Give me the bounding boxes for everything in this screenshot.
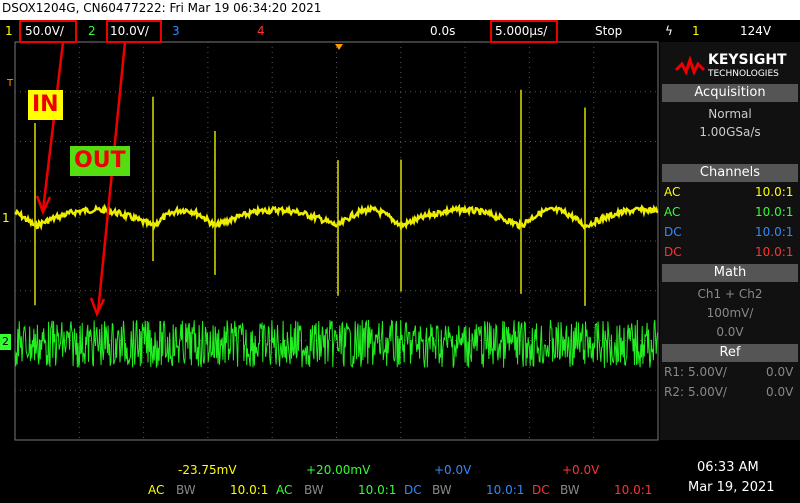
channel-coupling: AC bbox=[664, 185, 681, 199]
annotation-out: OUT bbox=[70, 146, 130, 176]
ch2-label: 2 bbox=[88, 24, 96, 38]
channel-probe: 10.0:1 bbox=[755, 185, 794, 199]
channel-offset: +0.0V bbox=[562, 463, 600, 477]
time-offset: 0.0s bbox=[430, 24, 456, 38]
channel-offset: +20.00mV bbox=[306, 463, 371, 477]
channel-coupling: DC bbox=[404, 483, 422, 497]
channel-coupling: DC bbox=[532, 483, 550, 497]
channel-coupling: AC bbox=[664, 205, 681, 219]
header-title: DSOX1204G, CN60477222: Fri Mar 19 06:34:… bbox=[2, 1, 322, 15]
trigger-pos bbox=[335, 44, 343, 50]
channel-probe: 10.0:1 bbox=[755, 205, 794, 219]
clock-time: 06:33 AM bbox=[697, 460, 759, 475]
ch1-scale: 50.0V/ bbox=[25, 24, 64, 38]
math-function: Ch1 + Ch2 bbox=[697, 287, 763, 301]
math-offset: 0.0V bbox=[716, 325, 744, 339]
section-title: Math bbox=[662, 264, 798, 282]
trigger-icon: ϟ bbox=[665, 24, 673, 38]
ch1-marker: 1 bbox=[2, 211, 10, 225]
channel-probe: 10.0:1 bbox=[755, 245, 794, 259]
ch1-trace bbox=[14, 203, 659, 233]
ref-name: R2: bbox=[664, 385, 685, 399]
channel-probe: 10.0:1 bbox=[230, 483, 269, 497]
channel-bw: BW bbox=[432, 483, 452, 497]
ch2-marker: 2 bbox=[0, 334, 11, 350]
ch1-label: 1 bbox=[5, 24, 13, 38]
channel-bw: BW bbox=[176, 483, 196, 497]
highlight-box bbox=[19, 20, 77, 43]
acq-rate: 1.00GSa/s bbox=[699, 125, 761, 139]
run-state: Stop bbox=[595, 24, 623, 38]
math-scale: 100mV/ bbox=[706, 306, 754, 320]
ref-offset: 0.0V bbox=[766, 365, 794, 379]
annotation-in: IN bbox=[28, 90, 63, 120]
ch3-label: 3 bbox=[172, 24, 180, 38]
ch4-label: 4 bbox=[257, 24, 265, 38]
channel-probe: 10.0:1 bbox=[755, 225, 794, 239]
section-title: Channels bbox=[662, 164, 798, 182]
channel-bw: BW bbox=[304, 483, 324, 497]
channel-probe: 10.0:1 bbox=[358, 483, 397, 497]
screen-border bbox=[14, 41, 659, 441]
time-scale: 5.000µs/ bbox=[495, 24, 548, 38]
logo-brand: KEYSIGHT bbox=[708, 52, 787, 68]
trigger-channel: 1 bbox=[692, 24, 700, 38]
ref-scale: 5.00V/ bbox=[688, 365, 727, 379]
logo-mark bbox=[674, 55, 706, 76]
ch2-trace bbox=[14, 319, 659, 368]
channel-bw: BW bbox=[560, 483, 580, 497]
ref-name: R1: bbox=[664, 365, 685, 379]
logo-sub: TECHNOLOGIES bbox=[708, 69, 779, 79]
trigger-marker: T bbox=[7, 78, 14, 89]
side-panel bbox=[660, 42, 800, 440]
channel-offset: -23.75mV bbox=[178, 463, 237, 477]
highlight-box bbox=[490, 20, 558, 43]
ref-offset: 0.0V bbox=[766, 385, 794, 399]
ref-scale: 5.00V/ bbox=[688, 385, 727, 399]
highlight-box bbox=[106, 20, 162, 43]
section-title: Ref bbox=[662, 344, 798, 362]
section-title: Acquisition bbox=[662, 84, 798, 102]
channel-offset: +0.0V bbox=[434, 463, 472, 477]
clock-date: Mar 19, 2021 bbox=[688, 480, 775, 495]
arrows bbox=[35, 41, 127, 318]
channel-coupling: AC bbox=[276, 483, 293, 497]
channel-coupling: DC bbox=[664, 225, 682, 239]
ch2-scale: 10.0V/ bbox=[110, 24, 149, 38]
channel-probe: 10.0:1 bbox=[614, 483, 653, 497]
channel-probe: 10.0:1 bbox=[486, 483, 525, 497]
channel-coupling: AC bbox=[148, 483, 165, 497]
header: DSOX1204G, CN60477222: Fri Mar 19 06:34:… bbox=[0, 0, 800, 20]
trigger-level: 124V bbox=[740, 24, 772, 38]
acq-mode: Normal bbox=[708, 107, 752, 121]
channel-coupling: DC bbox=[664, 245, 682, 259]
